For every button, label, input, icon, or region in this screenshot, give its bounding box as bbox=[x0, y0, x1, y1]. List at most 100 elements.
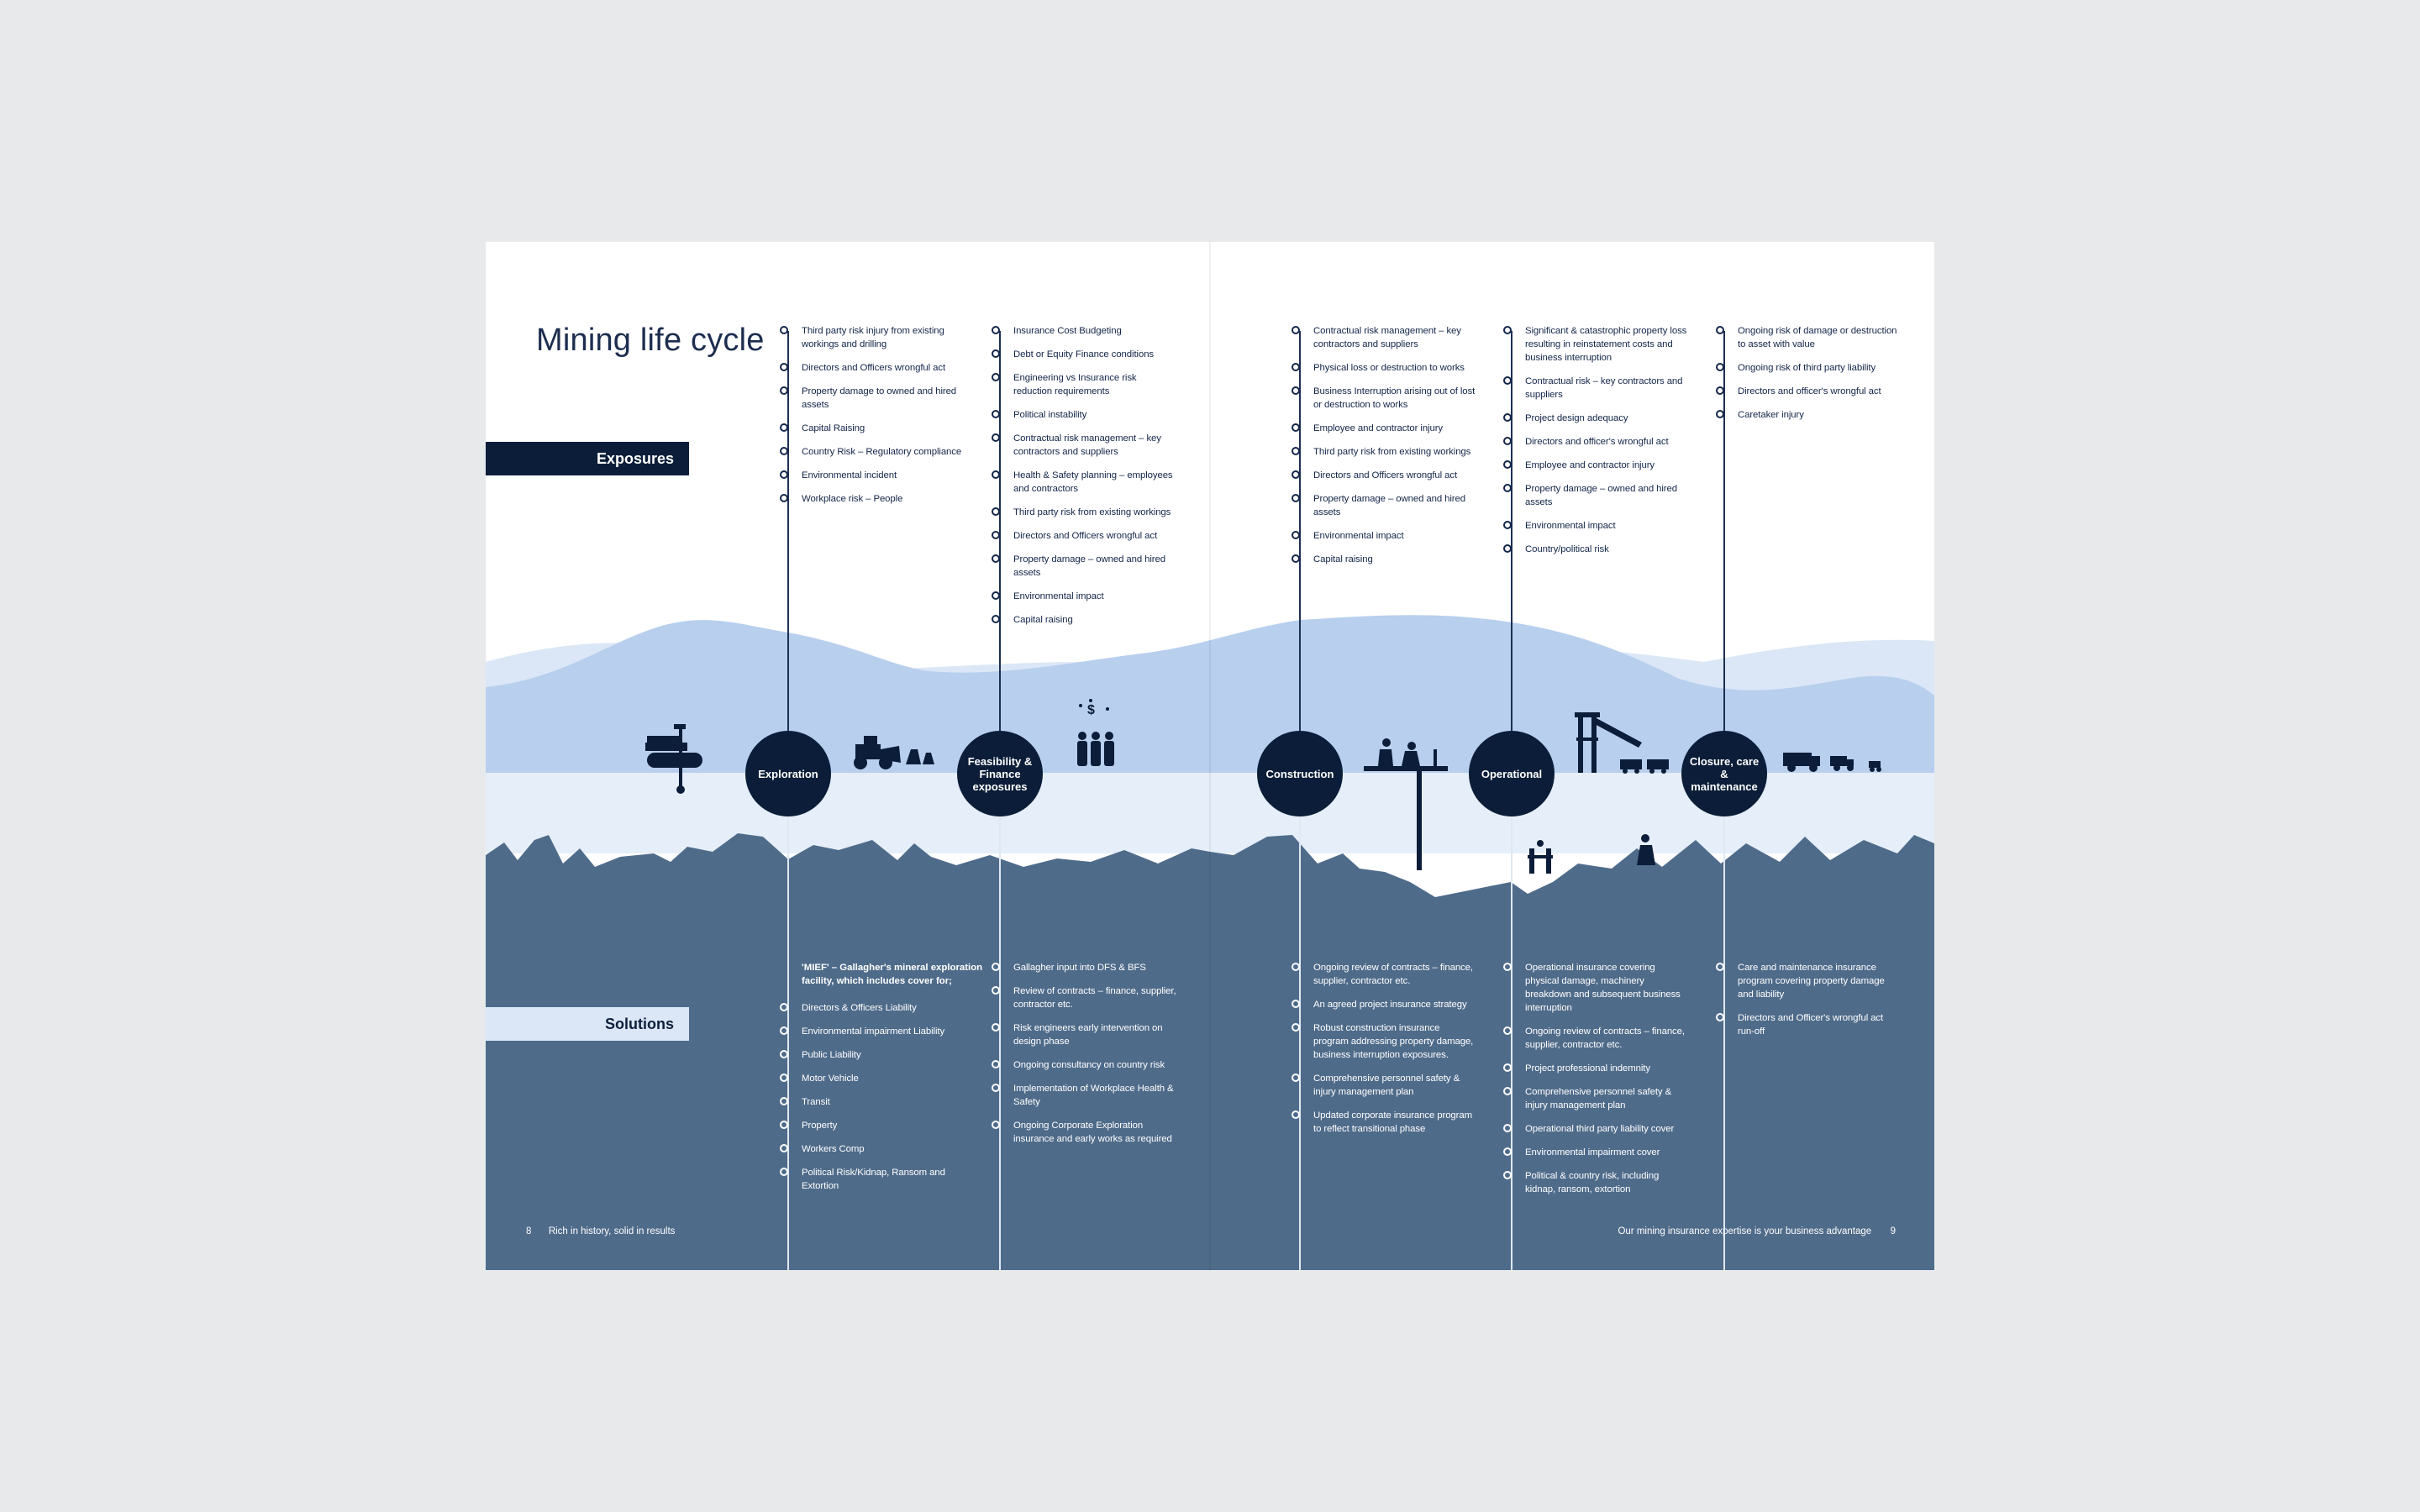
loader-icon bbox=[854, 736, 934, 769]
list-item: Environmental incident bbox=[780, 469, 965, 482]
list-item: Robust construction insurance program ad… bbox=[1292, 1021, 1477, 1062]
list-item: Operational third party liability cover bbox=[1503, 1122, 1689, 1136]
list-item: Directors & Officers Liability bbox=[780, 1001, 965, 1015]
list-item: Ongoing risk of damage or destruction to… bbox=[1716, 324, 1902, 351]
list-item: Employee and contractor injury bbox=[1292, 422, 1477, 435]
list-item: An agreed project insurance strategy bbox=[1292, 998, 1477, 1011]
financiers-icon: $ bbox=[1077, 699, 1114, 766]
hills-front bbox=[486, 615, 1934, 780]
list-item: Capital Raising bbox=[780, 422, 965, 435]
stage-construction: Construction bbox=[1257, 731, 1343, 816]
page-title: Mining life cycle bbox=[536, 323, 765, 358]
list-item: Property damage – owned and hired assets bbox=[1503, 482, 1689, 509]
solutions-list-exploration: Directors & Officers Liability Environmen… bbox=[780, 1001, 965, 1203]
list-item: Employee and contractor injury bbox=[1503, 459, 1689, 472]
list-item: Transit bbox=[780, 1095, 965, 1109]
solutions-tab: Solutions bbox=[486, 1007, 689, 1041]
underground bbox=[486, 833, 1934, 1270]
stage-line-operational-top bbox=[1511, 331, 1512, 731]
list-item: Contractual risk management – key contra… bbox=[1292, 324, 1477, 351]
list-item: Political & country risk, including kidn… bbox=[1503, 1169, 1689, 1196]
list-item: Capital raising bbox=[992, 613, 1177, 627]
exposures-list-operational: Significant & catastrophic property loss… bbox=[1503, 324, 1689, 566]
list-item: Third party risk from existing workings bbox=[1292, 445, 1477, 459]
construction-workers-icon bbox=[1364, 738, 1448, 870]
list-item: Directors and Officer's wrongful act run… bbox=[1716, 1011, 1902, 1038]
page-number-right: 9 bbox=[1890, 1226, 1896, 1236]
solutions-intro-mief: 'MIEF' – Gallagher's mineral exploration… bbox=[802, 963, 983, 986]
list-item: Property damage – owned and hired assets bbox=[992, 553, 1177, 580]
list-item: Ongoing Corporate Exploration insurance … bbox=[992, 1119, 1177, 1146]
exposures-list-construction: Contractual risk management – key contra… bbox=[1292, 324, 1477, 576]
list-item: Comprehensive personnel safety & injury … bbox=[1292, 1072, 1477, 1099]
list-item: Property bbox=[780, 1119, 965, 1132]
list-item: Property damage – owned and hired assets bbox=[1292, 492, 1477, 519]
list-item: Contractual risk – key contractors and s… bbox=[1503, 375, 1689, 402]
exposures-list-exploration: Third party risk injury from existing wo… bbox=[780, 324, 965, 516]
list-item: Environmental impact bbox=[1292, 529, 1477, 543]
list-item: Ongoing risk of third party liability bbox=[1716, 361, 1902, 375]
svg-text:$: $ bbox=[1087, 703, 1095, 717]
list-item: Workplace risk – People bbox=[780, 492, 965, 506]
list-item: Directors and officer's wrongful act bbox=[1503, 435, 1689, 449]
list-item: Gallagher input into DFS & BFS bbox=[992, 961, 1177, 974]
list-item: Public Liability bbox=[780, 1048, 965, 1062]
footer-right: Our mining insurance expertise is your b… bbox=[1618, 1226, 1896, 1236]
stage-feasibility-finance: Feasibility & Finance exposures bbox=[957, 731, 1043, 816]
list-item: Insurance Cost Budgeting bbox=[992, 324, 1177, 338]
list-item: Directors and Officers wrongful act bbox=[780, 361, 965, 375]
stage-line-construction-bottom bbox=[1299, 815, 1301, 1270]
page-number-left: 8 bbox=[526, 1226, 532, 1236]
list-item: Care and maintenance insurance program c… bbox=[1716, 961, 1902, 1001]
stage-line-operational-bottom bbox=[1511, 815, 1512, 1270]
exposures-list-closure: Ongoing risk of damage or destruction to… bbox=[1716, 324, 1902, 432]
solutions-list-construction: Ongoing review of contracts – finance, s… bbox=[1292, 961, 1477, 1146]
list-item: Country Risk – Regulatory compliance bbox=[780, 445, 965, 459]
footer-left: 8 Rich in history, solid in results bbox=[526, 1226, 675, 1236]
haul-trucks-icon bbox=[1783, 753, 1881, 772]
page-fold bbox=[1209, 242, 1211, 1270]
list-item: Ongoing consultancy on country risk bbox=[992, 1058, 1177, 1072]
list-item: Engineering vs Insurance risk reduction … bbox=[992, 371, 1177, 398]
list-item: Significant & catastrophic property loss… bbox=[1503, 324, 1689, 365]
solutions-list-feasibility: Gallagher input into DFS & BFS Review of … bbox=[992, 961, 1177, 1156]
footer-left-text: Rich in history, solid in results bbox=[548, 1226, 676, 1236]
list-item: Directors and Officers wrongful act bbox=[1292, 469, 1477, 482]
list-item: Third party risk from existing workings bbox=[992, 506, 1177, 519]
list-item: Caretaker injury bbox=[1716, 408, 1902, 422]
underground-workers-icon bbox=[1528, 834, 1655, 874]
list-item: Operational insurance covering physical … bbox=[1503, 961, 1689, 1015]
list-item: Environmental impairment Liability bbox=[780, 1025, 965, 1038]
drill-rig-icon bbox=[645, 724, 702, 794]
stage-line-closure-top bbox=[1723, 331, 1725, 731]
list-item: Environmental impact bbox=[1503, 519, 1689, 533]
list-item: Physical loss or destruction to works bbox=[1292, 361, 1477, 375]
list-item: Political instability bbox=[992, 408, 1177, 422]
list-item: Motor Vehicle bbox=[780, 1072, 965, 1085]
stage-line-exploration-top bbox=[787, 331, 789, 731]
headframe-icon bbox=[1575, 712, 1669, 774]
list-item: Updated corporate insurance program to r… bbox=[1292, 1109, 1477, 1136]
list-item: Environmental impact bbox=[992, 590, 1177, 603]
list-item: Contractual risk management – key contra… bbox=[992, 432, 1177, 459]
stage-line-feasibility-bottom bbox=[999, 815, 1001, 1270]
list-item: Directors and Officers wrongful act bbox=[992, 529, 1177, 543]
list-item: Workers Comp bbox=[780, 1142, 965, 1156]
list-item: Health & Safety planning – employees and… bbox=[992, 469, 1177, 496]
list-item: Risk engineers early intervention on des… bbox=[992, 1021, 1177, 1048]
list-item: Business Interruption arising out of los… bbox=[1292, 385, 1477, 412]
exposures-list-feasibility: Insurance Cost Budgeting Debt or Equity F… bbox=[992, 324, 1177, 637]
solutions-list-operational: Operational insurance covering physical … bbox=[1503, 961, 1689, 1206]
list-item: Review of contracts – finance, supplier,… bbox=[992, 984, 1177, 1011]
list-item: Third party risk injury from existing wo… bbox=[780, 324, 965, 351]
list-item: Comprehensive personnel safety & injury … bbox=[1503, 1085, 1689, 1112]
list-item: Political Risk/Kidnap, Ransom and Extort… bbox=[780, 1166, 965, 1193]
list-item: Implementation of Workplace Health & Saf… bbox=[992, 1082, 1177, 1109]
solutions-list-closure: Care and maintenance insurance program c… bbox=[1716, 961, 1902, 1048]
list-item: Environmental impairment cover bbox=[1503, 1146, 1689, 1159]
stage-line-construction-top bbox=[1299, 331, 1301, 731]
stage-line-feasibility-top bbox=[999, 331, 1001, 731]
list-item: Project professional indemnity bbox=[1503, 1062, 1689, 1075]
stage-operational: Operational bbox=[1469, 731, 1555, 816]
list-item: Debt or Equity Finance conditions bbox=[992, 348, 1177, 361]
